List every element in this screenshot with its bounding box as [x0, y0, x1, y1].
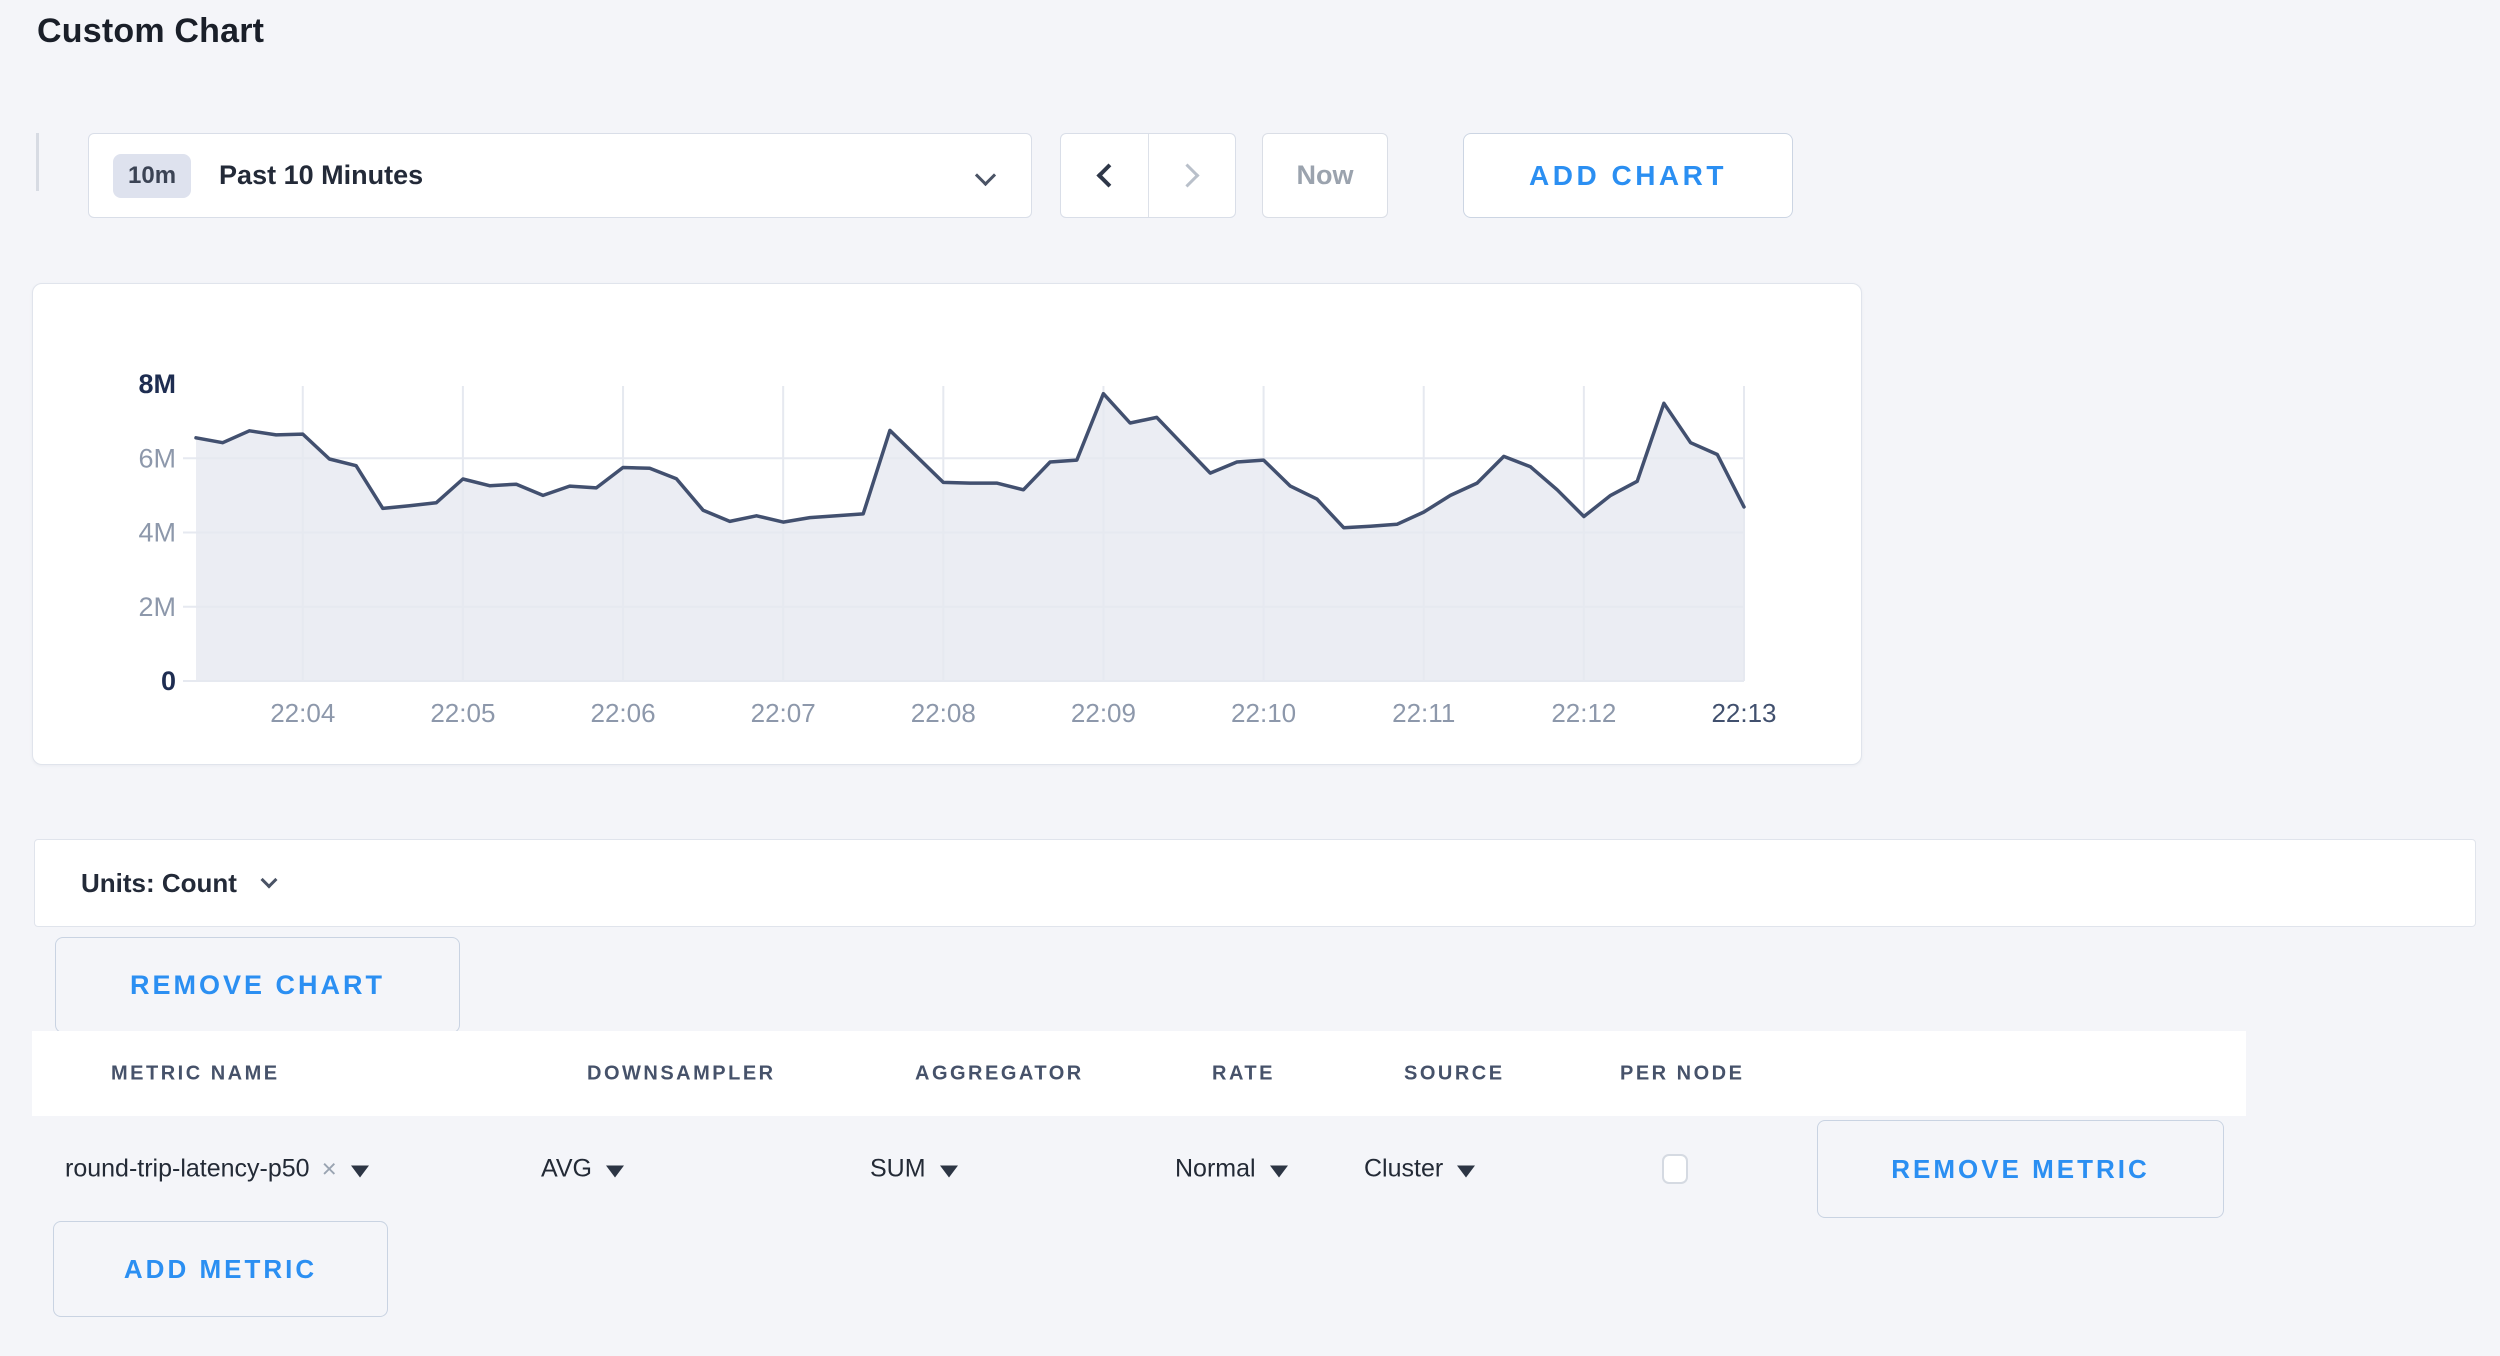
svg-text:22:09: 22:09	[1071, 698, 1136, 728]
column-header-source: SOURCE	[1404, 1062, 1505, 1084]
svg-text:6M: 6M	[138, 443, 176, 473]
dropdown-arrow-icon	[350, 1165, 369, 1177]
metrics-table-header: METRIC NAME DOWNSAMPLER AGGREGATOR RATE …	[32, 1031, 2246, 1116]
metric-name-dropdown[interactable]: round-trip-latency-p50 ×	[65, 1154, 369, 1185]
svg-text:8M: 8M	[138, 369, 176, 399]
left-divider	[36, 133, 39, 191]
column-header-metric-name: METRIC NAME	[111, 1062, 280, 1084]
svg-text:22:05: 22:05	[430, 698, 495, 728]
chevron-down-icon	[260, 871, 278, 889]
time-scale-badge: 10m	[113, 153, 192, 198]
svg-text:22:07: 22:07	[751, 698, 816, 728]
svg-text:22:10: 22:10	[1231, 698, 1296, 728]
time-range-label: Past 10 Minutes	[219, 160, 424, 190]
downsampler-dropdown[interactable]: AVG	[541, 1155, 624, 1184]
chevron-down-icon	[974, 164, 997, 187]
svg-text:22:12: 22:12	[1551, 698, 1616, 728]
per-node-checkbox[interactable]	[1662, 1154, 1688, 1184]
metric-name-value: round-trip-latency-p50	[65, 1154, 310, 1183]
column-header-rate: RATE	[1212, 1062, 1275, 1084]
prev-time-button[interactable]	[1061, 134, 1148, 217]
svg-text:22:13: 22:13	[1711, 698, 1776, 728]
time-step-arrows	[1060, 133, 1236, 218]
chart-card: 0 2M 4M 6M 8M 22:04 22:05 22:06 22:07 22:08 22:09 2…	[32, 283, 1862, 765]
aggregator-dropdown[interactable]: SUM	[870, 1155, 958, 1184]
now-button[interactable]: Now	[1262, 133, 1388, 218]
svg-text:22:04: 22:04	[270, 698, 335, 728]
column-header-per-node: PER NODE	[1620, 1062, 1745, 1084]
column-header-downsampler: DOWNSAMPLER	[587, 1062, 776, 1084]
svg-text:0: 0	[161, 666, 176, 696]
svg-text:2M: 2M	[138, 592, 176, 622]
svg-text:22:08: 22:08	[911, 698, 976, 728]
remove-chart-button[interactable]: REMOVE CHART	[55, 937, 460, 1033]
dropdown-arrow-icon	[939, 1165, 958, 1177]
chevron-right-icon	[1175, 163, 1200, 188]
chevron-left-icon	[1096, 163, 1121, 188]
dropdown-arrow-icon	[1269, 1165, 1288, 1177]
rate-value: Normal	[1175, 1154, 1256, 1183]
metric-row: round-trip-latency-p50 × AVG SUM Normal …	[32, 1116, 2246, 1222]
add-metric-button[interactable]: ADD METRIC	[53, 1221, 388, 1317]
dropdown-arrow-icon	[1457, 1165, 1476, 1177]
remove-metric-button[interactable]: REMOVE METRIC	[1817, 1120, 2224, 1218]
aggregator-value: SUM	[870, 1154, 926, 1183]
units-label: Units: Count	[81, 867, 237, 898]
clear-metric-icon[interactable]: ×	[321, 1153, 337, 1184]
source-value: Cluster	[1364, 1154, 1444, 1183]
svg-text:22:11: 22:11	[1392, 698, 1455, 728]
svg-text:4M: 4M	[138, 518, 176, 548]
source-dropdown[interactable]: Cluster	[1364, 1154, 1476, 1184]
time-range-select[interactable]: 10m Past 10 Minutes	[88, 133, 1032, 218]
units-select[interactable]: Units: Count	[34, 839, 2476, 927]
next-time-button[interactable]	[1147, 134, 1236, 217]
dropdown-arrow-icon	[605, 1165, 624, 1177]
downsampler-value: AVG	[541, 1154, 592, 1183]
metric-area-chart: 0 2M 4M 6M 8M 22:04 22:05 22:06 22:07 22:08 22:09 2…	[138, 369, 1776, 728]
add-chart-button[interactable]: ADD CHART	[1463, 133, 1793, 218]
svg-text:22:06: 22:06	[590, 698, 655, 728]
rate-dropdown[interactable]: Normal	[1175, 1155, 1288, 1184]
column-header-aggregator: AGGREGATOR	[915, 1062, 1084, 1084]
page-title: Custom Chart	[37, 12, 265, 50]
